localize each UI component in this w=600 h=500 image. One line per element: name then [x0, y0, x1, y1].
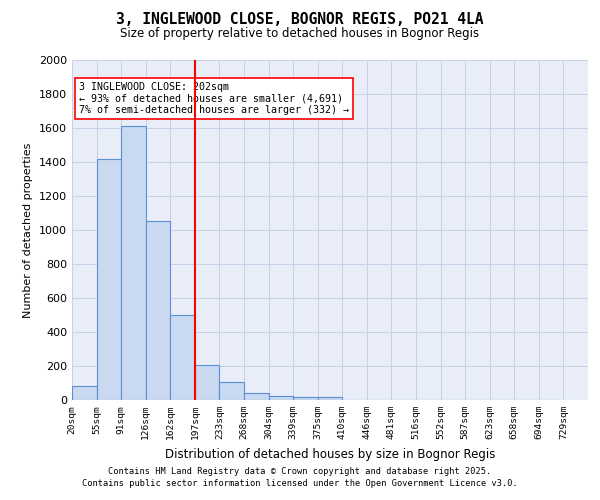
Text: Contains public sector information licensed under the Open Government Licence v3: Contains public sector information licen…	[82, 478, 518, 488]
Bar	[97, 158, 121, 400]
Text: 3 INGLEWOOD CLOSE: 202sqm
← 93% of detached houses are smaller (4,691)
7% of sem: 3 INGLEWOOD CLOSE: 202sqm ← 93% of detac…	[79, 82, 349, 116]
Bar	[195, 365, 220, 400]
Bar	[244, 393, 269, 400]
Bar	[293, 396, 318, 400]
Bar	[318, 398, 342, 400]
Bar	[170, 315, 195, 400]
Text: Contains HM Land Registry data © Crown copyright and database right 2025.: Contains HM Land Registry data © Crown c…	[109, 467, 491, 476]
Y-axis label: Number of detached properties: Number of detached properties	[23, 142, 34, 318]
Bar	[72, 386, 97, 400]
Text: Size of property relative to detached houses in Bognor Regis: Size of property relative to detached ho…	[121, 28, 479, 40]
X-axis label: Distribution of detached houses by size in Bognor Regis: Distribution of detached houses by size …	[165, 448, 495, 460]
Text: 3, INGLEWOOD CLOSE, BOGNOR REGIS, PO21 4LA: 3, INGLEWOOD CLOSE, BOGNOR REGIS, PO21 4…	[116, 12, 484, 28]
Bar	[269, 396, 293, 400]
Bar	[146, 222, 170, 400]
Bar	[220, 382, 244, 400]
Bar	[121, 126, 146, 400]
